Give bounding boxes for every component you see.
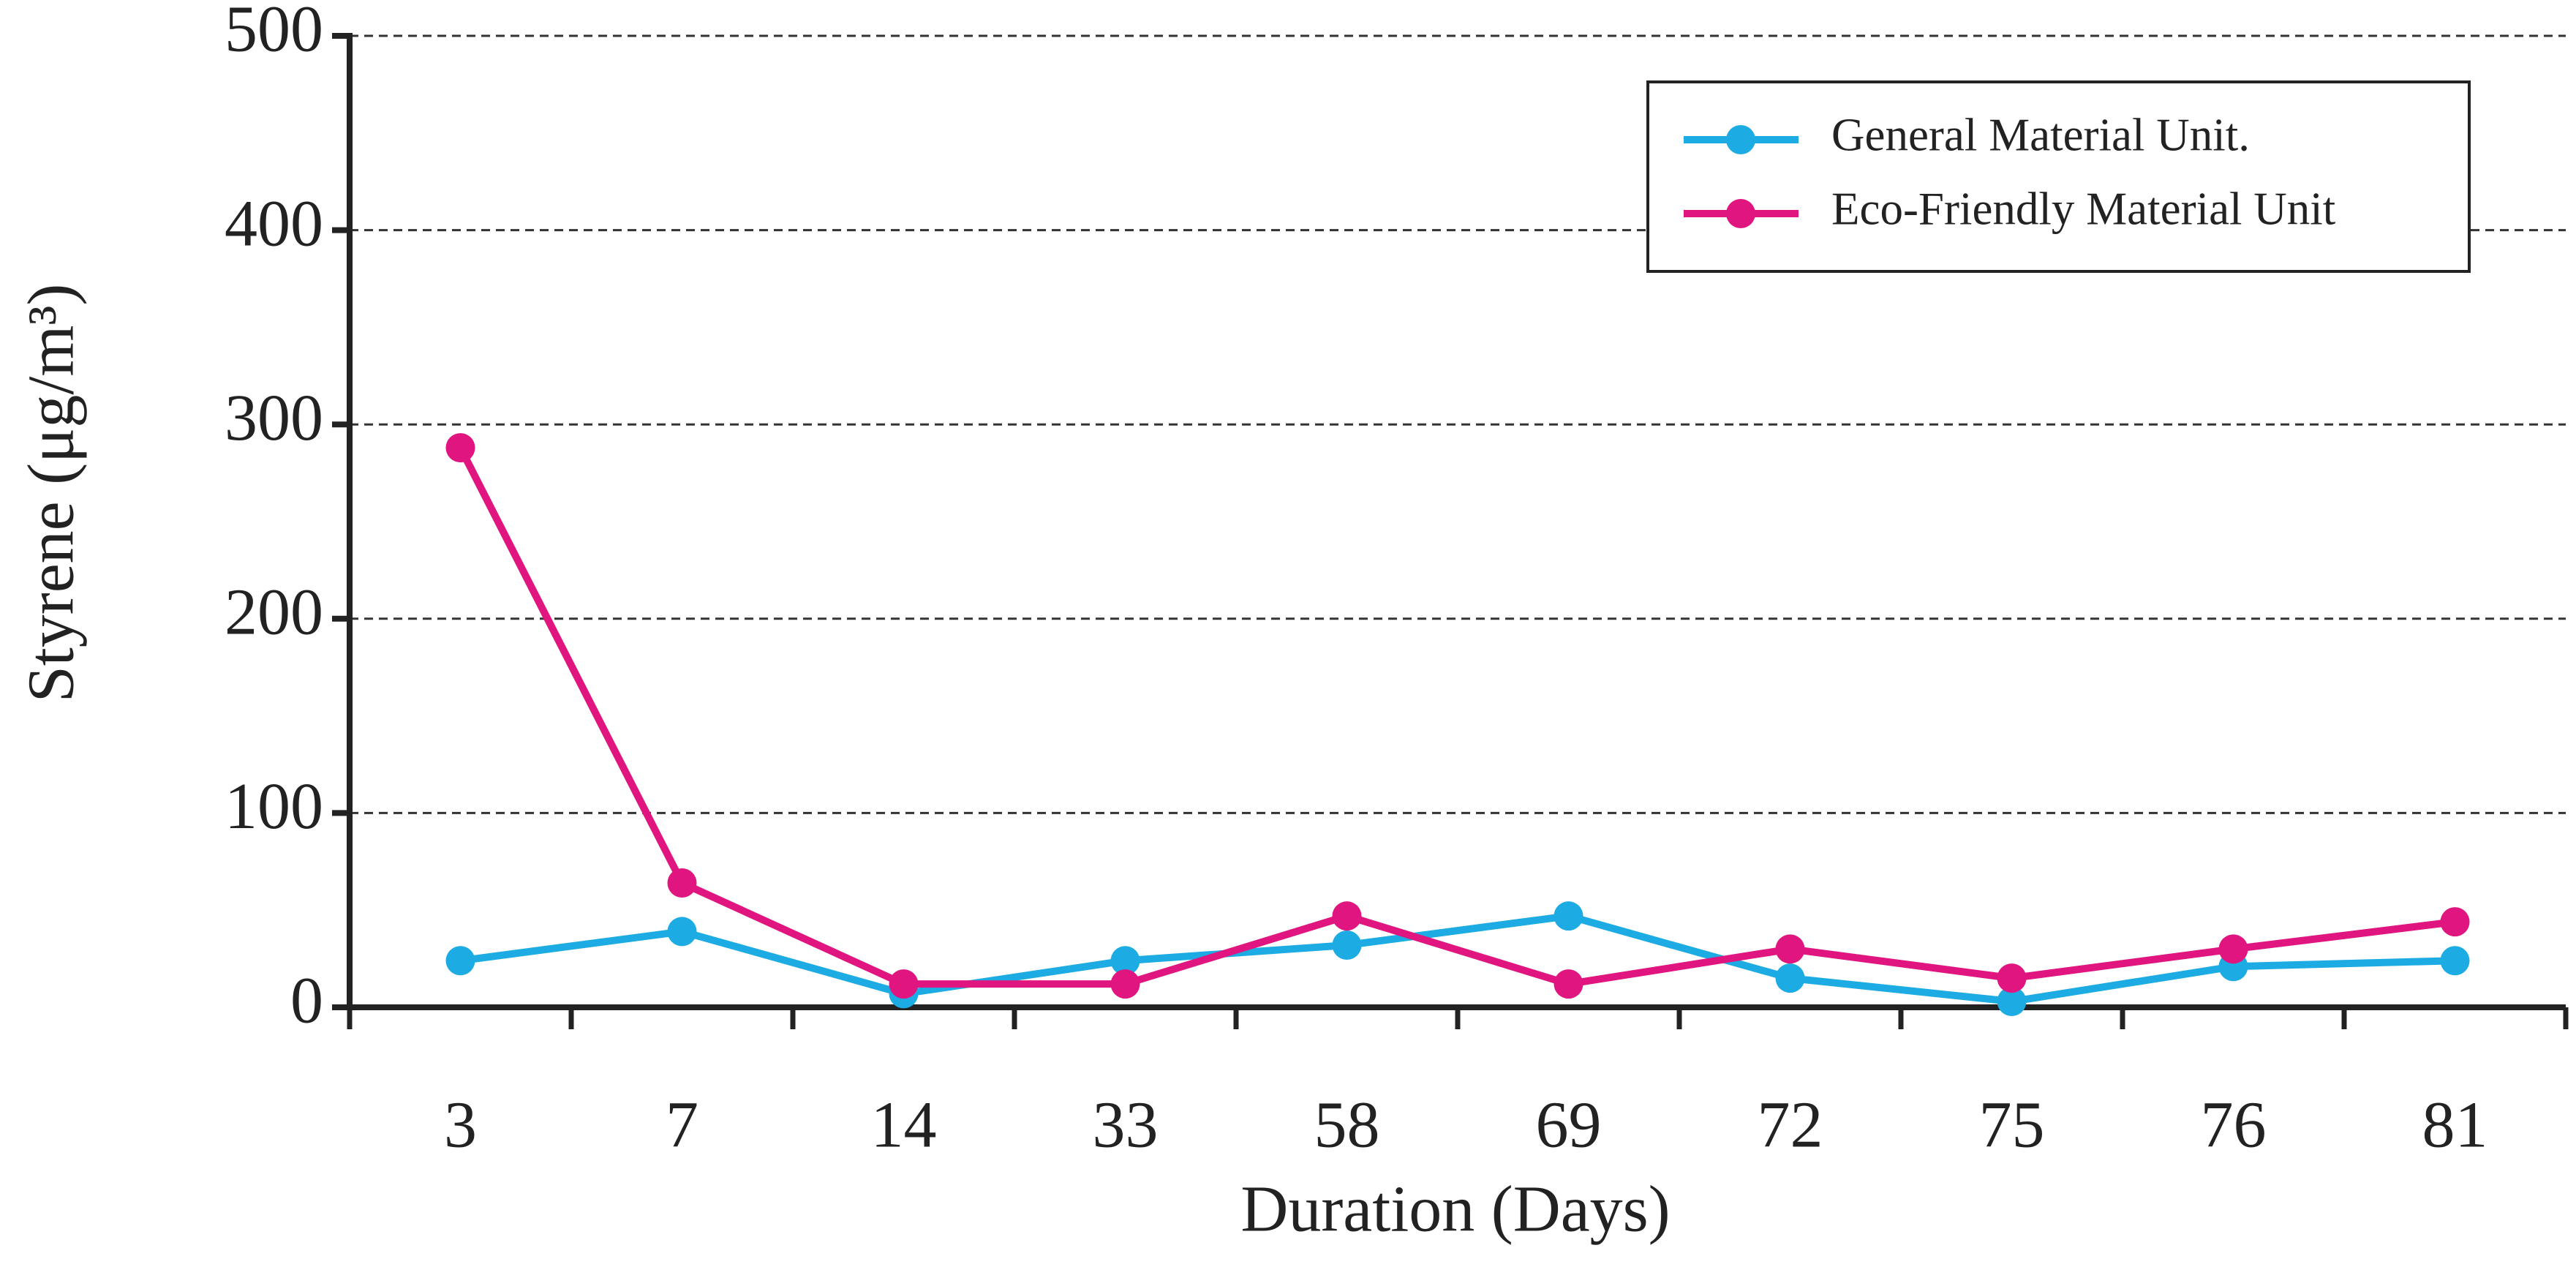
x-tick-label: 33	[1093, 1089, 1159, 1162]
data-point	[1775, 963, 1805, 993]
data-point	[1110, 946, 1140, 976]
data-point	[889, 969, 919, 999]
x-tick-label: 72	[1758, 1089, 1823, 1162]
y-tick-label: 300	[225, 382, 323, 454]
x-tick-label: 81	[2422, 1089, 2488, 1162]
data-point	[1997, 963, 2027, 993]
y-tick-label: 500	[225, 0, 323, 66]
legend-marker	[1726, 125, 1755, 154]
data-point	[1332, 901, 1362, 931]
x-tick-label: 7	[666, 1089, 698, 1162]
data-point	[1110, 969, 1140, 999]
data-point	[2440, 946, 2470, 976]
y-tick-label: 100	[225, 770, 323, 843]
x-tick-label: 69	[1536, 1089, 1602, 1162]
x-tick-label: 75	[1979, 1089, 2045, 1162]
y-tick-label: 400	[225, 187, 323, 260]
legend-label: General Material Unit.	[1831, 109, 2250, 160]
data-point	[1553, 901, 1583, 931]
data-point	[667, 917, 697, 947]
data-point	[1775, 934, 1805, 964]
legend-label: Eco-Friendly Material Unit	[1831, 183, 2336, 234]
y-axis-label: Styrene (μg/m³)	[15, 284, 88, 703]
legend-marker	[1726, 199, 1755, 228]
legend-box	[1646, 80, 2471, 273]
x-tick-label: 3	[444, 1089, 477, 1162]
x-tick-label: 14	[871, 1089, 937, 1162]
data-point	[445, 946, 475, 976]
x-axis-label: Duration (Days)	[1240, 1173, 1670, 1246]
x-tick-label: 76	[2201, 1089, 2267, 1162]
data-point	[1997, 987, 2027, 1017]
data-point	[667, 868, 697, 898]
data-point	[2440, 907, 2470, 937]
series-line	[459, 912, 2455, 1006]
data-point	[1553, 969, 1583, 999]
data-point	[2218, 934, 2248, 964]
data-point	[1332, 930, 1362, 960]
x-tick-label: 58	[1314, 1089, 1380, 1162]
y-tick-label: 200	[225, 576, 323, 648]
series-line	[457, 445, 2456, 988]
data-point	[445, 433, 475, 463]
y-tick-label: 0	[290, 965, 323, 1037]
